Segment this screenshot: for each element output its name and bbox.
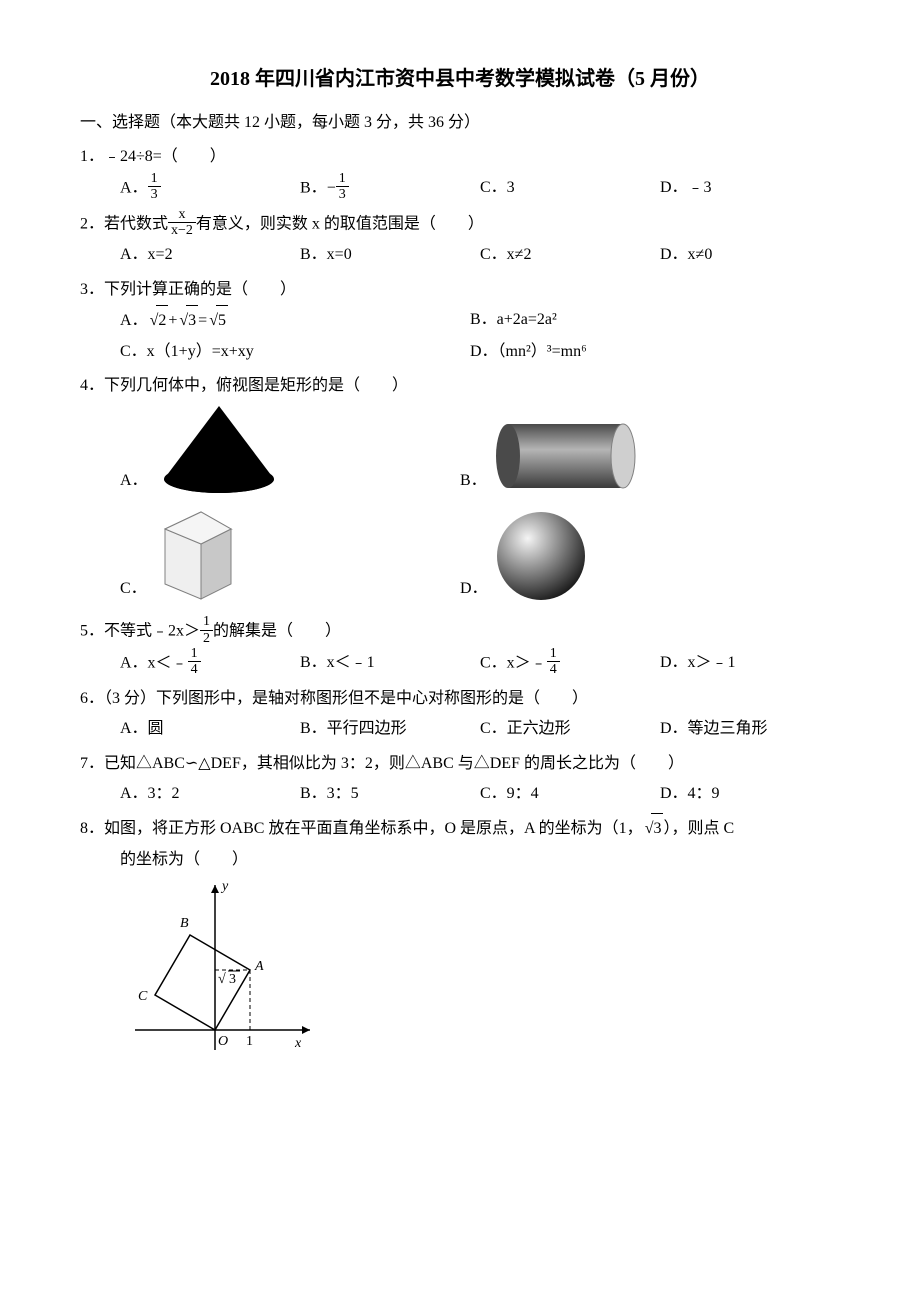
prism-icon: [153, 504, 243, 604]
fraction: 13: [148, 171, 161, 203]
fraction: 14: [188, 646, 201, 678]
q1-opt-b: B．−13: [300, 173, 480, 205]
q4-opt-c: C．: [120, 504, 460, 604]
q3-opt-c: C．x（1+y）=x+xy: [120, 337, 470, 367]
q1-stem: 1．﹣24÷8=（ ）: [80, 142, 840, 172]
q2-opt-a: A．x=2: [120, 240, 300, 270]
question-6: 6．（3 分）下列图形中，是轴对称图形但不是中心对称图形的是（ ） A．圆 B．…: [80, 684, 840, 745]
sqrt3-label: √: [218, 972, 226, 987]
question-5: 5．不等式﹣2x＞12的解集是（ ） A．x＜﹣14 B．x＜﹣1 C．x＞﹣1…: [80, 616, 840, 680]
q7-stem: 7．已知△ABC∽△DEF，其相似比为 3：2，则△ABC 与△DEF 的周长之…: [80, 749, 840, 779]
sqrt-icon: 3: [643, 813, 664, 844]
question-8: 8．如图，将正方形 OABC 放在平面直角坐标系中，O 是原点，A 的坐标为（1…: [80, 813, 840, 1076]
q6-stem: 6．（3 分）下列图形中，是轴对称图形但不是中心对称图形的是（ ）: [80, 684, 840, 714]
q7-opt-c: C．9：4: [480, 779, 660, 809]
q2-stem: 2．若代数式xx−2有意义，则实数 x 的取值范围是（ ）: [80, 209, 840, 241]
q4-opt-a: A．: [120, 401, 460, 496]
cone-icon: [154, 401, 284, 496]
page-title: 2018 年四川省内江市资中县中考数学模拟试卷（5 月份）: [80, 60, 840, 98]
origin-label: O: [218, 1034, 228, 1049]
q6-opt-c: C．正六边形: [480, 714, 660, 744]
point-a-label: A: [254, 959, 264, 974]
cylinder-icon: [493, 416, 638, 496]
q2-opt-b: B．x=0: [300, 240, 480, 270]
sqrt3-value: 3: [229, 972, 236, 987]
q1-opt-c: C．3: [480, 173, 660, 205]
q8-stem-line2: 的坐标为（ ）: [80, 845, 840, 875]
q5-opt-b: B．x＜﹣1: [300, 648, 480, 680]
question-1: 1．﹣24÷8=（ ） A．13 B．−13 C．3 D．﹣3: [80, 142, 840, 204]
q4-opt-b: B．: [460, 401, 800, 496]
tick-1-label: 1: [246, 1034, 253, 1049]
sphere-icon: [494, 509, 589, 604]
q7-opt-a: A．3：2: [120, 779, 300, 809]
q7-opt-d: D．4：9: [660, 779, 840, 809]
q5-opt-a: A．x＜﹣14: [120, 648, 300, 680]
question-7: 7．已知△ABC∽△DEF，其相似比为 3：2，则△ABC 与△DEF 的周长之…: [80, 749, 840, 810]
point-b-label: B: [180, 916, 189, 931]
sqrt-icon: 3: [177, 305, 198, 336]
q1-opt-d: D．﹣3: [660, 173, 840, 205]
q4-stem: 4．下列几何体中，俯视图是矩形的是（ ）: [80, 371, 840, 401]
axis-y-label: y: [220, 879, 229, 894]
q3-opt-d: D．（mn²）³=mn⁶: [470, 337, 820, 367]
axis-x-label: x: [294, 1036, 302, 1051]
q8-stem: 8．如图，将正方形 OABC 放在平面直角坐标系中，O 是原点，A 的坐标为（1…: [80, 813, 840, 844]
q5-stem: 5．不等式﹣2x＞12的解集是（ ）: [80, 616, 840, 648]
q6-opt-b: B．平行四边形: [300, 714, 480, 744]
question-2: 2．若代数式xx−2有意义，则实数 x 的取值范围是（ ） A．x=2 B．x=…: [80, 209, 840, 271]
q6-opt-d: D．等边三角形: [660, 714, 840, 744]
q5-opt-c: C．x＞﹣14: [480, 648, 660, 680]
q6-opt-a: A．圆: [120, 714, 300, 744]
q5-opt-d: D．x＞﹣1: [660, 648, 840, 680]
q4-opt-d: D．: [460, 504, 800, 604]
section-heading: 一、选择题（本大题共 12 小题，每小题 3 分，共 36 分）: [80, 108, 840, 138]
fraction: 12: [200, 614, 213, 646]
q8-figure: x y O 1 A B C √ 3: [120, 875, 840, 1076]
q1-opt-a: A．13: [120, 173, 300, 205]
point-c-label: C: [138, 989, 148, 1004]
question-3: 3．下列计算正确的是（ ） A．2+3=5 B．a+2a=2a² C．x（1+y…: [80, 275, 840, 367]
fraction: 14: [547, 646, 560, 678]
q3-opt-b: B．a+2a=2a²: [470, 305, 820, 336]
question-4: 4．下列几何体中，俯视图是矩形的是（ ） A． B．: [80, 371, 840, 612]
fraction: 13: [336, 171, 349, 203]
fraction: xx−2: [168, 207, 196, 239]
q3-opt-a: A．2+3=5: [120, 305, 470, 336]
sqrt-icon: 5: [207, 305, 228, 336]
q3-stem: 3．下列计算正确的是（ ）: [80, 275, 840, 305]
q2-opt-d: D．x≠0: [660, 240, 840, 270]
q7-opt-b: B．3：5: [300, 779, 480, 809]
q2-opt-c: C．x≠2: [480, 240, 660, 270]
sqrt-icon: 2: [148, 305, 169, 336]
